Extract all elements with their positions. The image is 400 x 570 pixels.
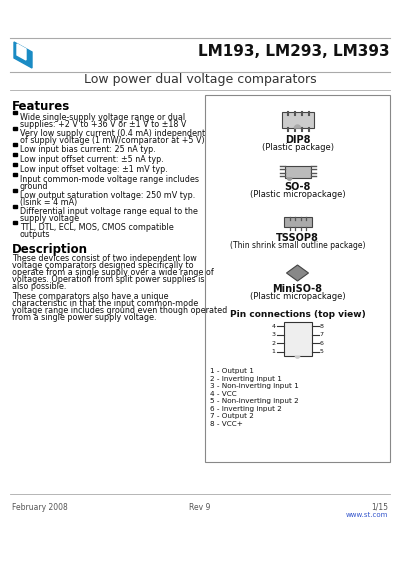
- Text: Low input bias current: 25 nA typ.: Low input bias current: 25 nA typ.: [20, 145, 156, 154]
- Text: TTL, DTL, ECL, MOS, CMOS compatible: TTL, DTL, ECL, MOS, CMOS compatible: [20, 223, 174, 232]
- Wedge shape: [294, 125, 300, 128]
- Wedge shape: [287, 178, 292, 180]
- Text: voltage range includes ground even though operated: voltage range includes ground even thoug…: [12, 306, 227, 315]
- Text: Input common-mode voltage range includes: Input common-mode voltage range includes: [20, 175, 199, 184]
- Text: (Plastic micropackage): (Plastic micropackage): [250, 292, 345, 301]
- Text: Very low supply current (0.4 mA) independent: Very low supply current (0.4 mA) indepen…: [20, 129, 205, 138]
- Polygon shape: [14, 42, 32, 68]
- Text: Differential input voltage range equal to the: Differential input voltage range equal t…: [20, 207, 198, 216]
- Text: voltages. Operation from split power supplies is: voltages. Operation from split power sup…: [12, 275, 204, 284]
- Bar: [13, 221, 16, 224]
- Text: of supply voltage (1 mW/comparator at +5 V): of supply voltage (1 mW/comparator at +5…: [20, 136, 205, 145]
- Text: Rev 9: Rev 9: [189, 503, 211, 512]
- Bar: [284, 217, 312, 227]
- Bar: [13, 111, 16, 114]
- Bar: [284, 322, 312, 356]
- Text: Low output saturation voltage: 250 mV typ.: Low output saturation voltage: 250 mV ty…: [20, 191, 195, 200]
- Text: Features: Features: [12, 100, 70, 113]
- Text: 4 - VCC: 4 - VCC: [210, 390, 237, 397]
- Text: (Plastic package): (Plastic package): [262, 143, 334, 152]
- Bar: [13, 162, 16, 166]
- Bar: [13, 205, 16, 208]
- Text: DIP8: DIP8: [285, 135, 310, 145]
- Text: 4: 4: [272, 324, 276, 329]
- Text: Pin connections (top view): Pin connections (top view): [230, 310, 365, 319]
- Text: Wide single-supply voltage range or dual: Wide single-supply voltage range or dual: [20, 113, 185, 122]
- Text: Description: Description: [12, 243, 88, 256]
- Text: SO-8: SO-8: [284, 182, 311, 192]
- Text: (Isink = 4 mA): (Isink = 4 mA): [20, 198, 77, 207]
- Text: 6 - Inverting input 2: 6 - Inverting input 2: [210, 405, 282, 412]
- Text: 8 - VCC+: 8 - VCC+: [210, 421, 243, 426]
- Bar: [13, 127, 16, 130]
- Text: (Plastic micropackage): (Plastic micropackage): [250, 190, 345, 199]
- Text: These devices consist of two independent low: These devices consist of two independent…: [12, 254, 197, 263]
- Bar: [13, 173, 16, 176]
- Text: TSSOP8: TSSOP8: [276, 233, 319, 243]
- Text: MiniSO-8: MiniSO-8: [272, 284, 322, 294]
- Bar: [284, 166, 310, 178]
- Text: 1: 1: [272, 349, 276, 354]
- Text: 7: 7: [320, 332, 324, 337]
- Bar: [13, 189, 16, 192]
- Text: voltage comparators designed specifically to: voltage comparators designed specificall…: [12, 261, 194, 270]
- Polygon shape: [17, 44, 26, 60]
- Text: also possible.: also possible.: [12, 282, 66, 291]
- Text: Low input offset current: ±5 nA typ.: Low input offset current: ±5 nA typ.: [20, 155, 164, 164]
- Text: 3: 3: [272, 332, 276, 337]
- Bar: [13, 142, 16, 146]
- Polygon shape: [286, 265, 308, 281]
- Text: 1 - Output 1: 1 - Output 1: [210, 368, 254, 374]
- Text: 5: 5: [320, 349, 323, 354]
- Text: characteristic in that the input common-mode: characteristic in that the input common-…: [12, 299, 198, 308]
- Text: 5 - Non-inverting input 2: 5 - Non-inverting input 2: [210, 398, 299, 404]
- Text: 7 - Output 2: 7 - Output 2: [210, 413, 254, 419]
- Text: 6: 6: [320, 341, 323, 346]
- Text: These comparators also have a unique: These comparators also have a unique: [12, 292, 168, 301]
- Text: ground: ground: [20, 182, 48, 191]
- Text: supplies: +2 V to +36 V or ±1 V to ±18 V: supplies: +2 V to +36 V or ±1 V to ±18 V: [20, 120, 186, 129]
- Wedge shape: [295, 356, 300, 359]
- Text: operate from a single supply over a wide range of: operate from a single supply over a wide…: [12, 268, 214, 277]
- Text: (Thin shrink small outline package): (Thin shrink small outline package): [230, 241, 365, 250]
- Bar: [13, 153, 16, 156]
- Text: Low power dual voltage comparators: Low power dual voltage comparators: [84, 74, 316, 87]
- Text: 8: 8: [320, 324, 323, 329]
- Text: 2: 2: [272, 341, 276, 346]
- Text: LM193, LM293, LM393: LM193, LM293, LM393: [198, 44, 390, 59]
- Text: Low input offset voltage: ±1 mV typ.: Low input offset voltage: ±1 mV typ.: [20, 165, 168, 174]
- Text: www.st.com: www.st.com: [346, 512, 388, 518]
- Text: supply voltage: supply voltage: [20, 214, 79, 223]
- Text: 2 - Inverting input 1: 2 - Inverting input 1: [210, 376, 282, 381]
- Text: from a single power supply voltage.: from a single power supply voltage.: [12, 313, 156, 322]
- Bar: [205, 95, 390, 462]
- Text: 3 - Non-inverting input 1: 3 - Non-inverting input 1: [210, 383, 299, 389]
- Text: outputs: outputs: [20, 230, 50, 239]
- Bar: [282, 112, 314, 128]
- Text: 1/15: 1/15: [371, 503, 388, 512]
- Text: February 2008: February 2008: [12, 503, 68, 512]
